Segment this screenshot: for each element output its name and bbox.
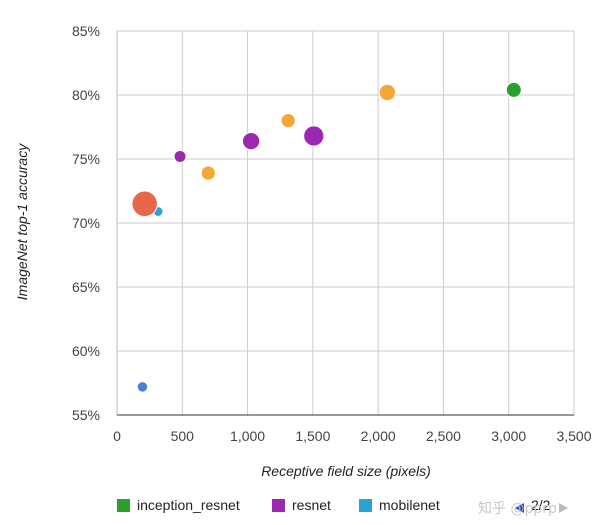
x-tick-label: 3,500 xyxy=(556,428,591,444)
legend-swatch-inception_resnet xyxy=(117,499,130,512)
legend-page-indicator: 2/2 xyxy=(531,497,551,513)
data-point-inception[interactable] xyxy=(378,83,397,102)
data-point-resnet[interactable] xyxy=(173,149,187,163)
legend: inception_resnet resnet mobilenet 2/2 xyxy=(117,497,568,513)
y-axis-title: ImageNet top-1 accuracy xyxy=(14,143,30,300)
data-point-inception_resnet[interactable] xyxy=(505,81,522,98)
legend-label-inception_resnet: inception_resnet xyxy=(137,497,240,513)
x-tick-label: 3,000 xyxy=(491,428,526,444)
data-point-alexnet[interactable] xyxy=(136,381,149,393)
x-tick-label: 2,000 xyxy=(361,428,396,444)
y-tick-labels: 55% 60% 65% 70% 75% 80% 85% xyxy=(72,23,100,423)
y-tick-label: 55% xyxy=(72,407,100,423)
legend-label-mobilenet: mobilenet xyxy=(379,497,440,513)
legend-swatch-mobilenet xyxy=(359,499,372,512)
x-tick-label: 0 xyxy=(113,428,121,444)
x-tick-label: 1,000 xyxy=(230,428,265,444)
grid-lines xyxy=(116,30,575,416)
y-tick-label: 65% xyxy=(72,279,100,295)
data-point-resnet[interactable] xyxy=(241,131,261,151)
data-point-inception[interactable] xyxy=(280,112,296,129)
x-tick-labels: 0 500 1,000 1,500 2,000 2,500 3,000 3,500 xyxy=(113,428,592,444)
watermark: 知乎 @pprp xyxy=(478,500,557,517)
legend-swatch-resnet xyxy=(272,499,285,512)
axes xyxy=(116,31,574,416)
y-tick-label: 70% xyxy=(72,215,100,231)
x-tick-label: 2,500 xyxy=(426,428,461,444)
x-tick-label: 1,500 xyxy=(295,428,330,444)
x-tick-label: 500 xyxy=(171,428,195,444)
data-points xyxy=(131,81,522,393)
y-tick-label: 60% xyxy=(72,343,100,359)
x-axis-title: Receptive field size (pixels) xyxy=(261,463,431,479)
legend-prev-arrow-icon[interactable] xyxy=(515,503,524,513)
y-tick-label: 85% xyxy=(72,23,100,39)
y-tick-label: 75% xyxy=(72,151,100,167)
y-tick-label: 80% xyxy=(72,87,100,103)
legend-next-arrow-icon[interactable] xyxy=(559,503,568,513)
data-point-inception[interactable] xyxy=(200,165,216,181)
data-point-resnet[interactable] xyxy=(303,125,325,147)
data-point-vgg[interactable] xyxy=(131,190,158,218)
legend-label-resnet: resnet xyxy=(292,497,331,513)
